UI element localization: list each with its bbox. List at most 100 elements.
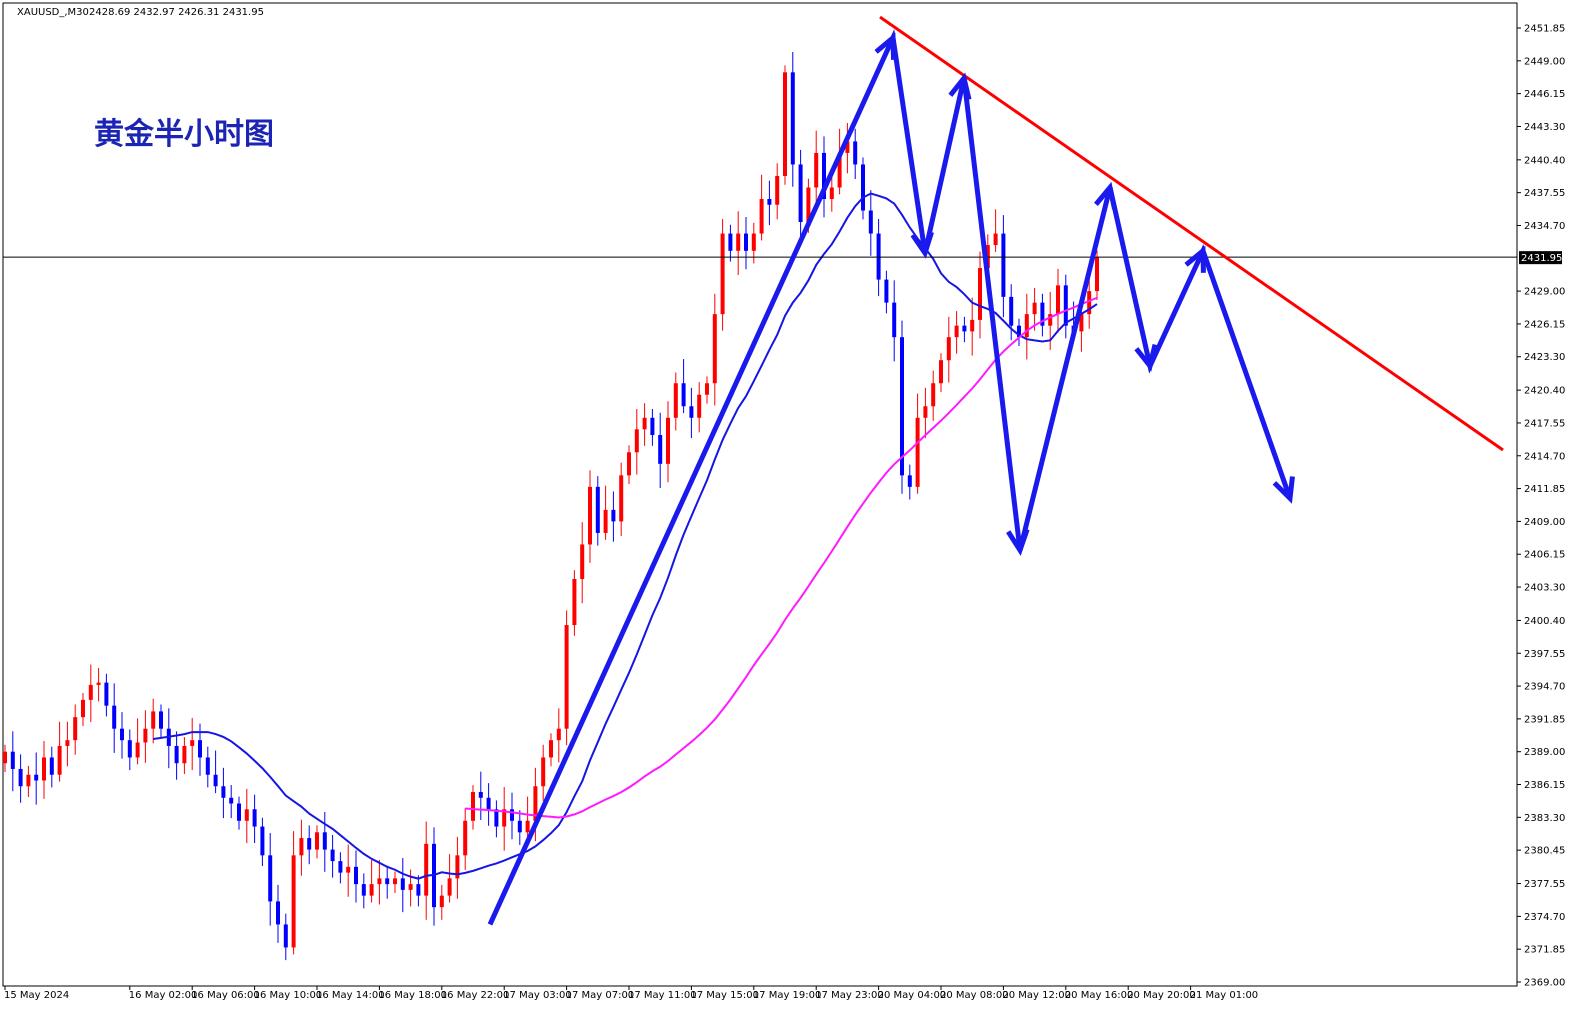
- candle-body: [681, 383, 686, 407]
- candle-body: [18, 768, 23, 787]
- price-tick-label: 2449.00: [1524, 56, 1565, 67]
- candle-body: [510, 809, 514, 821]
- candle-body: [767, 198, 772, 205]
- candle-body: [1095, 257, 1099, 292]
- price-tick-label: 2389.00: [1524, 747, 1565, 758]
- candle-body: [49, 757, 54, 775]
- time-tick-label: 20 May 08:00: [940, 990, 1009, 1001]
- candle-body: [361, 884, 366, 896]
- price-axis: 2451.85 2449.00 2446.15 2443.30 2440.40 2437.…: [1517, 24, 1565, 989]
- candle-body: [728, 233, 733, 251]
- price-tick-label: 2406.15: [1524, 550, 1565, 561]
- candle-body: [837, 152, 842, 188]
- price-tick-label: 2429.00: [1524, 287, 1565, 298]
- candle-body: [408, 884, 413, 890]
- candle-body: [244, 809, 249, 821]
- candle-body: [525, 820, 530, 833]
- candle-body: [73, 717, 78, 741]
- arrow-head: [1006, 528, 1030, 556]
- candle-body: [307, 838, 312, 850]
- candle-body: [260, 826, 265, 856]
- price-tick-label: 2414.70: [1524, 451, 1565, 462]
- time-tick-label: 20 May 20:00: [1127, 990, 1196, 1001]
- candle-body: [174, 745, 179, 764]
- time-tick-label: 16 May 10:00: [254, 990, 323, 1001]
- time-tick-label: 16 May 14:00: [316, 990, 385, 1001]
- candle-body: [463, 820, 468, 856]
- candle-body: [603, 509, 608, 533]
- candle-body: [291, 855, 296, 948]
- price-tick-label: 2423.30: [1524, 352, 1565, 363]
- candle-body: [471, 792, 475, 821]
- candle-body: [276, 901, 280, 925]
- price-tick-label: 2371.85: [1524, 945, 1565, 956]
- arrow-head: [910, 231, 934, 259]
- candle-body: [159, 711, 163, 729]
- candle-body: [252, 809, 257, 827]
- price-tick-label: 2426.15: [1524, 319, 1565, 330]
- candle-body: [369, 884, 374, 896]
- time-tick-label: 20 May 04:00: [878, 990, 947, 1001]
- candle-body: [954, 325, 959, 338]
- price-tick-label: 2380.45: [1524, 846, 1565, 857]
- candle-body: [315, 832, 319, 850]
- time-tick-label: 16 May 22:00: [441, 990, 510, 1001]
- candle-body: [338, 861, 343, 873]
- candle-body: [915, 417, 920, 487]
- candle-body: [790, 72, 795, 165]
- candle-body: [619, 475, 624, 522]
- arrow-head: [1094, 181, 1117, 210]
- candle-body: [939, 360, 943, 384]
- candle-body: [1024, 314, 1029, 338]
- candle-body: [1017, 325, 1021, 338]
- candle-body: [416, 884, 421, 896]
- time-tick-label: 20 May 12:00: [1002, 990, 1071, 1001]
- candle-body: [806, 187, 811, 223]
- candle-body: [1087, 291, 1092, 315]
- candle-body: [213, 774, 218, 787]
- candle-body: [705, 383, 709, 395]
- price-tick-label: 2400.40: [1524, 616, 1565, 627]
- candle-body: [385, 878, 390, 885]
- candle-body: [221, 786, 226, 798]
- candle-body: [1063, 285, 1068, 326]
- candle-body: [400, 878, 405, 890]
- candle-body: [595, 486, 600, 533]
- candle-body: [205, 757, 210, 775]
- candle-body: [697, 394, 702, 418]
- candle-body: [876, 233, 881, 280]
- candle-body: [1056, 285, 1060, 315]
- candle-body: [81, 699, 85, 718]
- candle-body: [946, 337, 951, 361]
- candle-body: [354, 866, 358, 885]
- candle-body: [237, 803, 241, 821]
- candle-body: [1040, 302, 1045, 326]
- candle-body: [556, 728, 561, 741]
- candle-body: [673, 383, 678, 418]
- candle-body: [1009, 296, 1014, 326]
- time-tick-label: 15 May 2024: [4, 990, 69, 1001]
- candle-body: [798, 164, 803, 223]
- time-tick-label: 17 May 15:00: [690, 990, 759, 1001]
- symbol-label: XAUUSD_,M30: [17, 7, 89, 18]
- time-tick-label: 16 May 06:00: [191, 990, 260, 1001]
- arrow-head: [948, 72, 972, 101]
- candle-body: [268, 855, 273, 902]
- candle-body: [642, 417, 647, 430]
- current-price-tag: [1519, 251, 1562, 265]
- candle-body: [634, 429, 639, 453]
- candle-body: [299, 838, 304, 856]
- candle-body: [283, 924, 288, 948]
- candle-body: [611, 509, 616, 522]
- candle-body: [190, 740, 195, 746]
- moving-averages-layer: [153, 192, 1098, 880]
- ma-fast-line: [153, 192, 1098, 880]
- arrow-head: [1134, 343, 1158, 372]
- candle-body: [759, 198, 764, 234]
- candle-body: [455, 855, 460, 879]
- candle-body: [322, 832, 327, 850]
- price-tick-label: 2397.55: [1524, 649, 1565, 660]
- chart-title: 黄金半小时图: [94, 117, 274, 152]
